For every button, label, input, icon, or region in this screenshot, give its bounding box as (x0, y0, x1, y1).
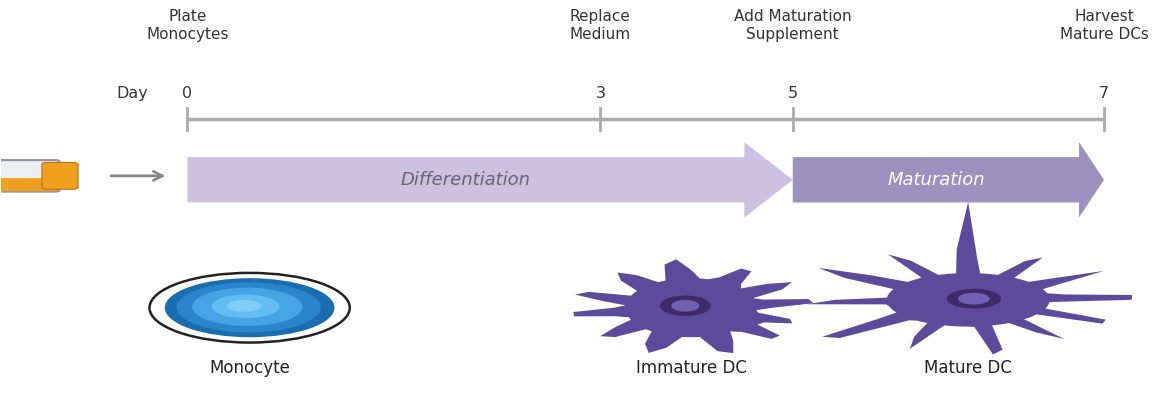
Polygon shape (573, 260, 813, 353)
Ellipse shape (177, 282, 321, 333)
Text: Maturation: Maturation (887, 171, 985, 189)
Polygon shape (806, 202, 1143, 354)
FancyBboxPatch shape (42, 162, 79, 189)
Polygon shape (792, 142, 1104, 217)
Text: Add Maturation
Supplement: Add Maturation Supplement (733, 9, 851, 42)
Ellipse shape (671, 300, 700, 312)
Ellipse shape (149, 273, 350, 342)
Ellipse shape (947, 289, 1001, 308)
Text: Harvest
Mature DCs: Harvest Mature DCs (1059, 9, 1148, 42)
FancyBboxPatch shape (0, 178, 59, 191)
Text: Immature DC: Immature DC (635, 359, 746, 376)
Ellipse shape (228, 300, 261, 312)
Text: 5: 5 (788, 86, 798, 101)
Ellipse shape (165, 278, 335, 337)
Text: Day: Day (116, 86, 148, 101)
Ellipse shape (957, 293, 990, 305)
Text: Differentiation: Differentiation (401, 171, 531, 189)
Text: Replace
Medium: Replace Medium (569, 9, 631, 42)
Ellipse shape (211, 295, 280, 318)
Text: 0: 0 (182, 86, 193, 101)
Text: Monocyte: Monocyte (209, 359, 290, 376)
Text: Mature DC: Mature DC (924, 359, 1012, 376)
Ellipse shape (192, 288, 303, 326)
FancyBboxPatch shape (0, 160, 60, 192)
Polygon shape (187, 142, 792, 217)
Text: Plate
Monocytes: Plate Monocytes (147, 9, 229, 42)
Ellipse shape (660, 295, 710, 316)
Text: 3: 3 (596, 86, 605, 101)
Text: 7: 7 (1098, 86, 1109, 101)
